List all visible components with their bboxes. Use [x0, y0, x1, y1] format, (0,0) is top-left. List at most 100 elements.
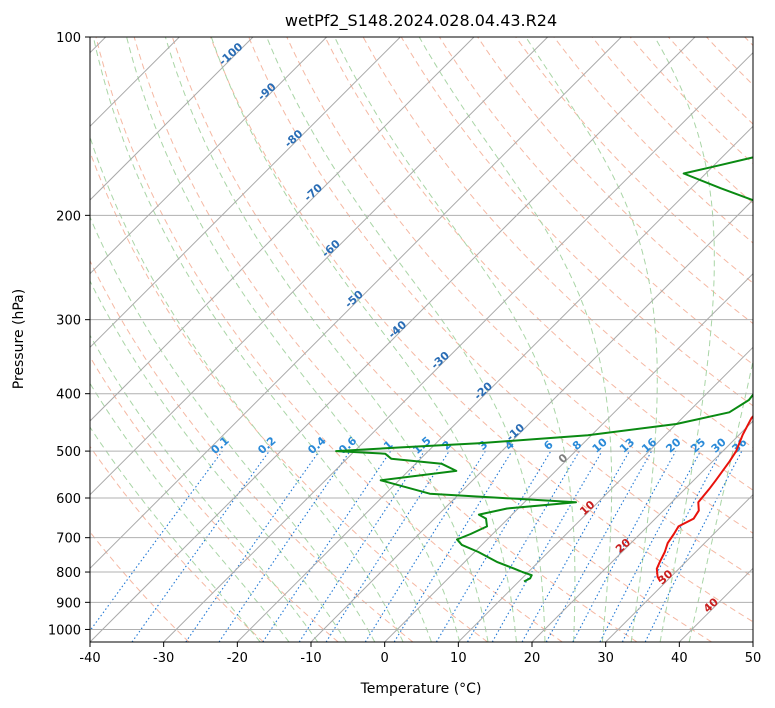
moist-adiabat-line	[90, 334, 319, 642]
mixing-ratio-label: 20	[663, 435, 683, 455]
moist-adiabat-line	[210, 37, 517, 642]
dry-adiabat-label: 10	[577, 498, 597, 518]
y-tick-label: 800	[56, 566, 81, 581]
moist-adiabat-line	[525, 37, 658, 642]
y-tick-label: 100	[56, 31, 81, 46]
x-tick-label: 20	[524, 651, 541, 666]
y-tick-label: 500	[56, 445, 81, 460]
x-tick-label: -10	[300, 651, 321, 666]
dry-adiabat-line	[95, 37, 563, 642]
dry-adiabat-line	[210, 37, 753, 623]
isotherm-line	[678, 567, 753, 642]
dry-adiabat-line	[90, 259, 414, 642]
dry-adiabat-line	[324, 37, 753, 491]
isotherm-line	[90, 37, 549, 496]
x-tick-label: -40	[79, 651, 100, 666]
pressure-gridlines	[90, 37, 753, 630]
isotherm-line	[90, 37, 475, 422]
y-axis-label: Pressure (hPa)	[11, 289, 27, 389]
dry-adiabat-line	[591, 37, 753, 204]
moist-adiabat-line	[418, 37, 613, 642]
mixing-ratio-line	[325, 450, 450, 642]
isotherm-line	[457, 346, 753, 642]
mixing-ratio-line	[90, 450, 223, 632]
isotherm-line	[90, 37, 328, 275]
plot-frame	[89, 36, 754, 643]
dry-adiabat-line	[90, 355, 339, 642]
moist-adiabat-line	[654, 37, 715, 642]
mixing-ratio-label: 16	[639, 435, 659, 455]
dry-adiabat-line	[477, 37, 753, 325]
moist-adiabat-line	[164, 37, 489, 642]
mixing-ratio-line	[262, 450, 392, 642]
y-tick-label: 1000	[48, 623, 81, 638]
mixing-ratio-line	[572, 450, 677, 642]
dry-adiabat-line	[90, 150, 488, 642]
mixing-ratio-label: 0.4	[305, 434, 328, 457]
moist-adiabat-label: -30	[429, 349, 453, 372]
x-tick-label: 40	[671, 651, 688, 666]
temperature-profile-line	[655, 414, 753, 582]
moist-adiabat-label: -50	[342, 288, 366, 311]
isotherm-line	[605, 493, 753, 642]
moist-adiabat-line	[90, 135, 404, 642]
moist-adiabat-label: -80	[282, 127, 306, 150]
chart-title: wetPf2_S148.2024.028.04.43.R24	[285, 11, 557, 31]
mixing-ratio-line	[467, 450, 580, 642]
moist-adiabat-line	[688, 358, 753, 642]
moist-adiabat-line	[90, 382, 290, 642]
mixing-ratio-label: 0.2	[255, 434, 278, 457]
x-tick-label: 30	[597, 651, 614, 666]
isotherm-line	[90, 37, 401, 349]
isotherm-line	[310, 199, 753, 642]
dry-adiabat-line	[171, 37, 712, 642]
dry-adiabat-line	[629, 37, 753, 165]
y-tick-label: 200	[56, 209, 81, 224]
dry-adiabat-line	[90, 531, 190, 642]
mixing-ratio-line	[298, 450, 425, 642]
moist-adiabat-line	[266, 37, 546, 642]
x-axis-label: Temperature (°C)	[360, 681, 482, 697]
mixing-ratio-line	[218, 450, 351, 642]
mixing-ratio-line	[435, 450, 552, 642]
y-tick-label: 600	[56, 492, 81, 507]
isotherm-line	[163, 51, 753, 642]
x-tick-label: -20	[227, 651, 248, 666]
y-tick-label: 700	[56, 532, 81, 547]
moist-adiabat-line	[90, 426, 261, 642]
dry-adiabat-line	[744, 37, 753, 47]
moist-adiabat-line	[126, 37, 461, 642]
isotherm-line	[384, 272, 753, 642]
mixing-ratio-line	[131, 450, 270, 642]
y-tick-label: 400	[56, 388, 81, 403]
moist-adiabat-label: -40	[386, 318, 410, 341]
x-tick-label: 10	[450, 651, 467, 666]
isotherm-line	[236, 125, 753, 642]
mixing-ratio-label: 0.1	[208, 434, 231, 457]
moist-adiabat-line	[92, 37, 432, 642]
dry-adiabat-line	[515, 37, 753, 284]
x-axis-ticks: -40 -30 -20 -10 0 10 20 30 40 50	[79, 642, 761, 666]
mixing-ratio-line	[521, 450, 630, 642]
isotherm-line	[90, 37, 622, 570]
moist-adiabat-label: -70	[302, 181, 326, 204]
mixing-ratio-line	[491, 450, 603, 642]
mixing-ratio-line	[545, 450, 653, 642]
isotherm-line	[531, 420, 753, 642]
dry-adiabat-line	[90, 445, 264, 642]
dry-adiabat-line	[706, 37, 753, 86]
moist-adiabat-label: -100	[216, 40, 245, 68]
dry-adiabat-label: 20	[613, 536, 633, 556]
moist-adiabat-label: -90	[255, 80, 279, 103]
isotherm-line	[90, 37, 696, 642]
mixing-ratio-line	[393, 450, 513, 642]
mixing-ratio-line	[364, 450, 486, 642]
x-tick-label: -30	[153, 651, 174, 666]
mixing-ratio-label: 25	[688, 436, 708, 456]
dry-adiabat-line	[248, 37, 753, 578]
y-tick-label: 300	[56, 314, 81, 329]
moist-adiabat-line	[334, 37, 576, 642]
mixing-ratio-label: 13	[617, 436, 637, 456]
mixing-ratio-label: 30	[709, 435, 729, 455]
